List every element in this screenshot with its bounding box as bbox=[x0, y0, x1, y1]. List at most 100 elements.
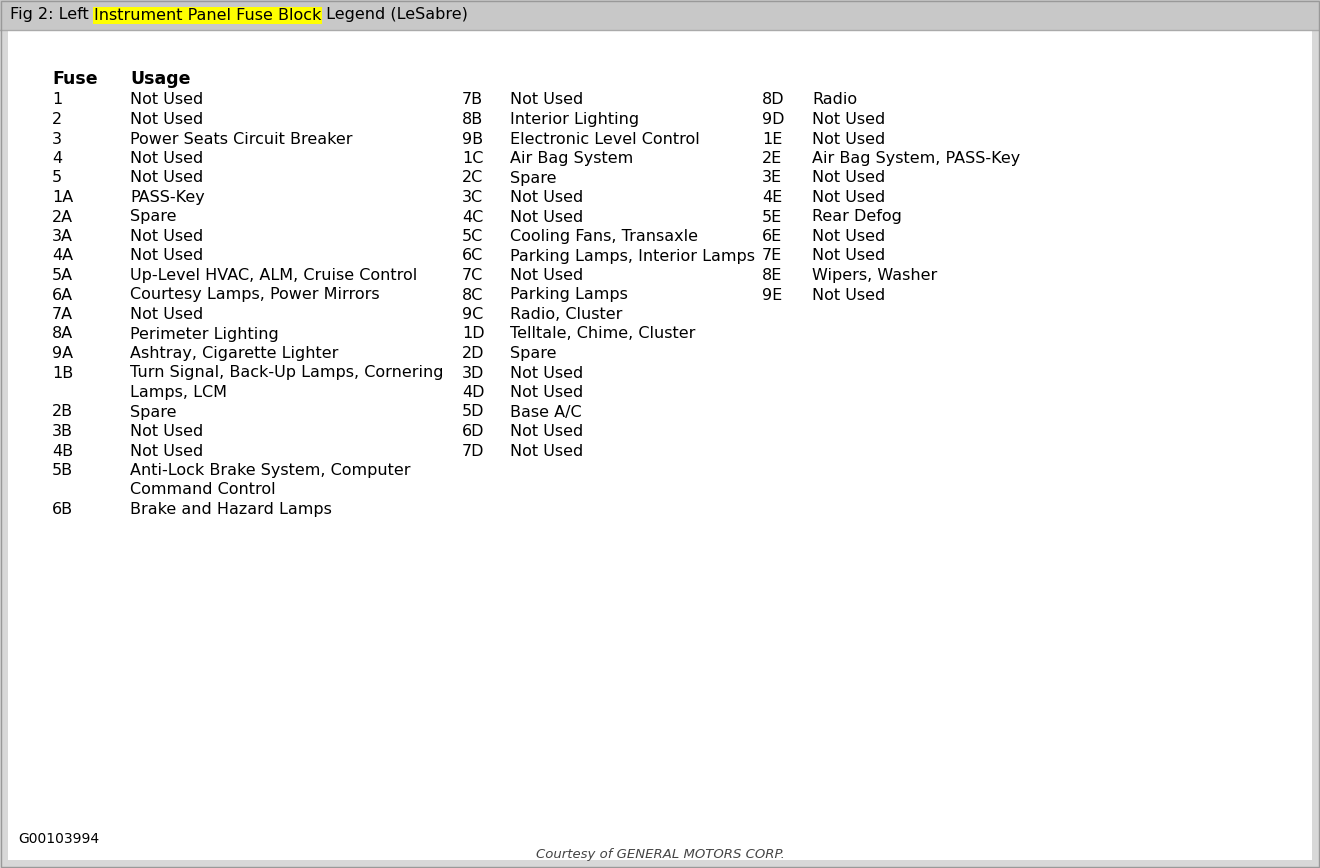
Text: Not Used: Not Used bbox=[510, 385, 583, 400]
Text: Usage: Usage bbox=[129, 70, 190, 88]
Text: Lamps, LCM: Lamps, LCM bbox=[129, 385, 227, 400]
Text: 6C: 6C bbox=[462, 248, 483, 264]
Text: Air Bag System, PASS-Key: Air Bag System, PASS-Key bbox=[812, 151, 1020, 166]
Text: Not Used: Not Used bbox=[812, 229, 886, 244]
Text: G00103994: G00103994 bbox=[18, 832, 99, 846]
Text: Anti-Lock Brake System, Computer: Anti-Lock Brake System, Computer bbox=[129, 463, 411, 478]
Text: 6A: 6A bbox=[51, 287, 73, 303]
Text: 8B: 8B bbox=[462, 112, 483, 127]
Text: 8A: 8A bbox=[51, 326, 73, 341]
Text: Not Used: Not Used bbox=[812, 131, 886, 147]
Text: Not Used: Not Used bbox=[510, 93, 583, 108]
Text: 1: 1 bbox=[51, 93, 62, 108]
Text: Parking Lamps, Interior Lamps: Parking Lamps, Interior Lamps bbox=[510, 248, 755, 264]
Text: 7A: 7A bbox=[51, 307, 73, 322]
Text: 4E: 4E bbox=[762, 190, 783, 205]
Text: Not Used: Not Used bbox=[510, 268, 583, 283]
Text: Spare: Spare bbox=[510, 170, 557, 186]
Text: 7D: 7D bbox=[462, 444, 484, 458]
Text: 2D: 2D bbox=[462, 346, 484, 361]
Text: Up-Level HVAC, ALM, Cruise Control: Up-Level HVAC, ALM, Cruise Control bbox=[129, 268, 417, 283]
Text: Not Used: Not Used bbox=[510, 365, 583, 380]
Text: 5A: 5A bbox=[51, 268, 73, 283]
Text: Not Used: Not Used bbox=[129, 151, 203, 166]
Text: 7B: 7B bbox=[462, 93, 483, 108]
Text: Electronic Level Control: Electronic Level Control bbox=[510, 131, 700, 147]
Text: Not Used: Not Used bbox=[510, 444, 583, 458]
Text: Spare: Spare bbox=[510, 346, 557, 361]
Text: Not Used: Not Used bbox=[129, 444, 203, 458]
Text: 9A: 9A bbox=[51, 346, 73, 361]
Text: 1C: 1C bbox=[462, 151, 483, 166]
Text: Not Used: Not Used bbox=[129, 248, 203, 264]
Text: Not Used: Not Used bbox=[812, 112, 886, 127]
Text: Not Used: Not Used bbox=[129, 307, 203, 322]
Text: Not Used: Not Used bbox=[812, 287, 886, 303]
Text: 1A: 1A bbox=[51, 190, 73, 205]
Text: 3D: 3D bbox=[462, 365, 484, 380]
Text: Not Used: Not Used bbox=[812, 248, 886, 264]
Text: PASS-Key: PASS-Key bbox=[129, 190, 205, 205]
Text: Rear Defog: Rear Defog bbox=[812, 209, 902, 225]
Text: 1D: 1D bbox=[462, 326, 484, 341]
Text: Interior Lighting: Interior Lighting bbox=[510, 112, 639, 127]
Text: 1B: 1B bbox=[51, 365, 73, 380]
Text: Fuse: Fuse bbox=[51, 70, 98, 88]
Text: Turn Signal, Back-Up Lamps, Cornering: Turn Signal, Back-Up Lamps, Cornering bbox=[129, 365, 444, 380]
Text: Not Used: Not Used bbox=[129, 170, 203, 186]
Text: 7E: 7E bbox=[762, 248, 783, 264]
Text: 8C: 8C bbox=[462, 287, 483, 303]
Text: 5B: 5B bbox=[51, 463, 73, 478]
Text: Radio: Radio bbox=[812, 93, 857, 108]
Text: Brake and Hazard Lamps: Brake and Hazard Lamps bbox=[129, 502, 331, 517]
Text: 3C: 3C bbox=[462, 190, 483, 205]
Text: Radio, Cluster: Radio, Cluster bbox=[510, 307, 622, 322]
Text: Courtesy Lamps, Power Mirrors: Courtesy Lamps, Power Mirrors bbox=[129, 287, 380, 303]
Text: Not Used: Not Used bbox=[510, 209, 583, 225]
Text: 2C: 2C bbox=[462, 170, 483, 186]
Text: Parking Lamps: Parking Lamps bbox=[510, 287, 628, 303]
Text: Telltale, Chime, Cluster: Telltale, Chime, Cluster bbox=[510, 326, 696, 341]
Text: Command Control: Command Control bbox=[129, 483, 276, 497]
Text: 4B: 4B bbox=[51, 444, 73, 458]
Text: 2A: 2A bbox=[51, 209, 73, 225]
Text: Not Used: Not Used bbox=[129, 424, 203, 439]
Text: 4A: 4A bbox=[51, 248, 73, 264]
Text: 9B: 9B bbox=[462, 131, 483, 147]
Text: Not Used: Not Used bbox=[812, 190, 886, 205]
Text: 7C: 7C bbox=[462, 268, 483, 283]
Text: 6B: 6B bbox=[51, 502, 73, 517]
Text: 4D: 4D bbox=[462, 385, 484, 400]
Text: 9C: 9C bbox=[462, 307, 483, 322]
Text: 2E: 2E bbox=[762, 151, 783, 166]
Text: 3B: 3B bbox=[51, 424, 73, 439]
Text: Spare: Spare bbox=[129, 209, 177, 225]
Text: 9E: 9E bbox=[762, 287, 783, 303]
Text: 6E: 6E bbox=[762, 229, 783, 244]
Text: 5C: 5C bbox=[462, 229, 483, 244]
Text: 4: 4 bbox=[51, 151, 62, 166]
Text: Air Bag System: Air Bag System bbox=[510, 151, 634, 166]
Text: Not Used: Not Used bbox=[129, 93, 203, 108]
Text: Spare: Spare bbox=[129, 404, 177, 419]
Text: Base A/C: Base A/C bbox=[510, 404, 582, 419]
Text: Instrument Panel Fuse Block: Instrument Panel Fuse Block bbox=[94, 8, 321, 23]
Text: Courtesy of GENERAL MOTORS CORP.: Courtesy of GENERAL MOTORS CORP. bbox=[536, 848, 784, 861]
Text: 3A: 3A bbox=[51, 229, 73, 244]
Text: 5E: 5E bbox=[762, 209, 783, 225]
Text: 3E: 3E bbox=[762, 170, 783, 186]
Text: Ashtray, Cigarette Lighter: Ashtray, Cigarette Lighter bbox=[129, 346, 338, 361]
Text: Not Used: Not Used bbox=[812, 170, 886, 186]
Text: 2B: 2B bbox=[51, 404, 73, 419]
Text: 8E: 8E bbox=[762, 268, 783, 283]
Text: 8D: 8D bbox=[762, 93, 784, 108]
Text: 1E: 1E bbox=[762, 131, 783, 147]
Text: Cooling Fans, Transaxle: Cooling Fans, Transaxle bbox=[510, 229, 698, 244]
Text: Not Used: Not Used bbox=[510, 424, 583, 439]
Text: Legend (LeSabre): Legend (LeSabre) bbox=[321, 8, 469, 23]
Text: 3: 3 bbox=[51, 131, 62, 147]
Text: 9D: 9D bbox=[762, 112, 784, 127]
Text: Perimeter Lighting: Perimeter Lighting bbox=[129, 326, 279, 341]
Text: Not Used: Not Used bbox=[129, 112, 203, 127]
Text: Not Used: Not Used bbox=[129, 229, 203, 244]
